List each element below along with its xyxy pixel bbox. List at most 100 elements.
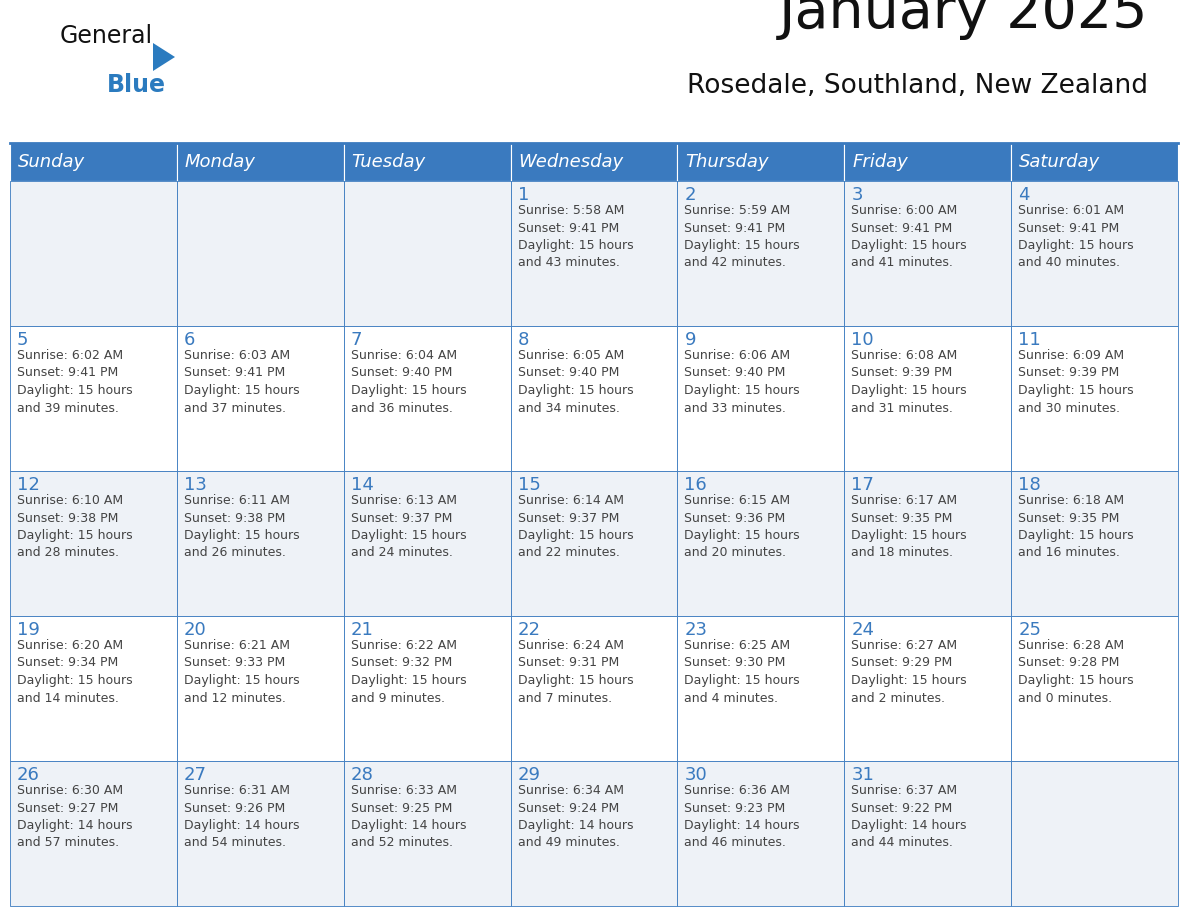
Text: Tuesday: Tuesday bbox=[352, 153, 425, 171]
Text: 15: 15 bbox=[518, 476, 541, 494]
Bar bbox=[343, 761, 511, 906]
Text: Sunrise: 6:01 AM
Sunset: 9:41 PM
Daylight: 15 hours
and 40 minutes.: Sunrise: 6:01 AM Sunset: 9:41 PM Dayligh… bbox=[1018, 204, 1133, 270]
Bar bbox=[1011, 761, 1178, 906]
Text: 18: 18 bbox=[1018, 476, 1041, 494]
Text: Sunrise: 6:03 AM
Sunset: 9:41 PM
Daylight: 15 hours
and 37 minutes.: Sunrise: 6:03 AM Sunset: 9:41 PM Dayligh… bbox=[184, 349, 299, 415]
Text: 6: 6 bbox=[184, 331, 195, 349]
Text: Sunrise: 6:00 AM
Sunset: 9:41 PM
Daylight: 15 hours
and 41 minutes.: Sunrise: 6:00 AM Sunset: 9:41 PM Dayligh… bbox=[852, 204, 967, 270]
Polygon shape bbox=[153, 43, 175, 71]
Bar bbox=[10, 471, 177, 616]
Bar bbox=[10, 616, 177, 761]
Bar bbox=[677, 181, 845, 326]
Bar bbox=[677, 761, 845, 906]
Bar bbox=[511, 761, 677, 906]
Bar bbox=[177, 761, 343, 906]
Text: Sunrise: 6:11 AM
Sunset: 9:38 PM
Daylight: 15 hours
and 26 minutes.: Sunrise: 6:11 AM Sunset: 9:38 PM Dayligh… bbox=[184, 494, 299, 559]
Text: 5: 5 bbox=[17, 331, 29, 349]
Bar bbox=[845, 616, 1011, 761]
Text: Wednesday: Wednesday bbox=[519, 153, 624, 171]
Bar bbox=[10, 326, 177, 471]
Text: 24: 24 bbox=[852, 621, 874, 639]
Bar bbox=[511, 143, 677, 181]
Bar bbox=[10, 143, 177, 181]
Text: 16: 16 bbox=[684, 476, 707, 494]
Bar bbox=[177, 181, 343, 326]
Bar bbox=[677, 143, 845, 181]
Text: 30: 30 bbox=[684, 766, 707, 784]
Text: 7: 7 bbox=[350, 331, 362, 349]
Text: 3: 3 bbox=[852, 186, 862, 204]
Bar bbox=[677, 471, 845, 616]
Bar bbox=[511, 181, 677, 326]
Text: Sunrise: 6:25 AM
Sunset: 9:30 PM
Daylight: 15 hours
and 4 minutes.: Sunrise: 6:25 AM Sunset: 9:30 PM Dayligh… bbox=[684, 639, 800, 704]
Text: Sunrise: 6:10 AM
Sunset: 9:38 PM
Daylight: 15 hours
and 28 minutes.: Sunrise: 6:10 AM Sunset: 9:38 PM Dayligh… bbox=[17, 494, 133, 559]
Bar bbox=[343, 616, 511, 761]
Bar bbox=[677, 326, 845, 471]
Text: 9: 9 bbox=[684, 331, 696, 349]
Text: January 2025: January 2025 bbox=[778, 0, 1148, 40]
Bar bbox=[10, 761, 177, 906]
Text: 13: 13 bbox=[184, 476, 207, 494]
Bar bbox=[845, 761, 1011, 906]
Text: 8: 8 bbox=[518, 331, 529, 349]
Text: Sunrise: 6:34 AM
Sunset: 9:24 PM
Daylight: 14 hours
and 49 minutes.: Sunrise: 6:34 AM Sunset: 9:24 PM Dayligh… bbox=[518, 784, 633, 849]
Bar bbox=[177, 471, 343, 616]
Text: Sunrise: 6:21 AM
Sunset: 9:33 PM
Daylight: 15 hours
and 12 minutes.: Sunrise: 6:21 AM Sunset: 9:33 PM Dayligh… bbox=[184, 639, 299, 704]
Bar bbox=[343, 471, 511, 616]
Text: Friday: Friday bbox=[852, 153, 908, 171]
Bar bbox=[1011, 143, 1178, 181]
Text: Sunday: Sunday bbox=[18, 153, 86, 171]
Bar bbox=[1011, 326, 1178, 471]
Text: Saturday: Saturday bbox=[1019, 153, 1100, 171]
Text: Sunrise: 6:14 AM
Sunset: 9:37 PM
Daylight: 15 hours
and 22 minutes.: Sunrise: 6:14 AM Sunset: 9:37 PM Dayligh… bbox=[518, 494, 633, 559]
Bar bbox=[845, 181, 1011, 326]
Text: Sunrise: 6:17 AM
Sunset: 9:35 PM
Daylight: 15 hours
and 18 minutes.: Sunrise: 6:17 AM Sunset: 9:35 PM Dayligh… bbox=[852, 494, 967, 559]
Text: 10: 10 bbox=[852, 331, 874, 349]
Bar bbox=[677, 616, 845, 761]
Text: 2: 2 bbox=[684, 186, 696, 204]
Bar bbox=[343, 326, 511, 471]
Text: 23: 23 bbox=[684, 621, 707, 639]
Text: 20: 20 bbox=[184, 621, 207, 639]
Text: Sunrise: 6:04 AM
Sunset: 9:40 PM
Daylight: 15 hours
and 36 minutes.: Sunrise: 6:04 AM Sunset: 9:40 PM Dayligh… bbox=[350, 349, 467, 415]
Text: Sunrise: 6:33 AM
Sunset: 9:25 PM
Daylight: 14 hours
and 52 minutes.: Sunrise: 6:33 AM Sunset: 9:25 PM Dayligh… bbox=[350, 784, 466, 849]
Text: 25: 25 bbox=[1018, 621, 1041, 639]
Bar bbox=[177, 326, 343, 471]
Text: 29: 29 bbox=[518, 766, 541, 784]
Text: 4: 4 bbox=[1018, 186, 1030, 204]
Text: 31: 31 bbox=[852, 766, 874, 784]
Text: Sunrise: 6:13 AM
Sunset: 9:37 PM
Daylight: 15 hours
and 24 minutes.: Sunrise: 6:13 AM Sunset: 9:37 PM Dayligh… bbox=[350, 494, 467, 559]
Text: 28: 28 bbox=[350, 766, 373, 784]
Text: Thursday: Thursday bbox=[685, 153, 769, 171]
Text: Sunrise: 6:24 AM
Sunset: 9:31 PM
Daylight: 15 hours
and 7 minutes.: Sunrise: 6:24 AM Sunset: 9:31 PM Dayligh… bbox=[518, 639, 633, 704]
Text: 14: 14 bbox=[350, 476, 373, 494]
Text: Sunrise: 6:18 AM
Sunset: 9:35 PM
Daylight: 15 hours
and 16 minutes.: Sunrise: 6:18 AM Sunset: 9:35 PM Dayligh… bbox=[1018, 494, 1133, 559]
Text: Sunrise: 6:37 AM
Sunset: 9:22 PM
Daylight: 14 hours
and 44 minutes.: Sunrise: 6:37 AM Sunset: 9:22 PM Dayligh… bbox=[852, 784, 967, 849]
Text: 17: 17 bbox=[852, 476, 874, 494]
Text: Sunrise: 6:36 AM
Sunset: 9:23 PM
Daylight: 14 hours
and 46 minutes.: Sunrise: 6:36 AM Sunset: 9:23 PM Dayligh… bbox=[684, 784, 800, 849]
Text: Sunrise: 6:27 AM
Sunset: 9:29 PM
Daylight: 15 hours
and 2 minutes.: Sunrise: 6:27 AM Sunset: 9:29 PM Dayligh… bbox=[852, 639, 967, 704]
Bar bbox=[511, 616, 677, 761]
Bar bbox=[845, 471, 1011, 616]
Bar bbox=[1011, 181, 1178, 326]
Text: Sunrise: 6:28 AM
Sunset: 9:28 PM
Daylight: 15 hours
and 0 minutes.: Sunrise: 6:28 AM Sunset: 9:28 PM Dayligh… bbox=[1018, 639, 1133, 704]
Text: 22: 22 bbox=[518, 621, 541, 639]
Bar bbox=[1011, 616, 1178, 761]
Bar bbox=[511, 326, 677, 471]
Bar bbox=[845, 326, 1011, 471]
Text: Sunrise: 6:20 AM
Sunset: 9:34 PM
Daylight: 15 hours
and 14 minutes.: Sunrise: 6:20 AM Sunset: 9:34 PM Dayligh… bbox=[17, 639, 133, 704]
Text: Sunrise: 6:15 AM
Sunset: 9:36 PM
Daylight: 15 hours
and 20 minutes.: Sunrise: 6:15 AM Sunset: 9:36 PM Dayligh… bbox=[684, 494, 800, 559]
Bar bbox=[10, 181, 177, 326]
Bar bbox=[343, 143, 511, 181]
Text: 27: 27 bbox=[184, 766, 207, 784]
Text: 26: 26 bbox=[17, 766, 40, 784]
Text: Sunrise: 6:06 AM
Sunset: 9:40 PM
Daylight: 15 hours
and 33 minutes.: Sunrise: 6:06 AM Sunset: 9:40 PM Dayligh… bbox=[684, 349, 800, 415]
Text: 21: 21 bbox=[350, 621, 373, 639]
Text: Sunrise: 6:05 AM
Sunset: 9:40 PM
Daylight: 15 hours
and 34 minutes.: Sunrise: 6:05 AM Sunset: 9:40 PM Dayligh… bbox=[518, 349, 633, 415]
Bar bbox=[1011, 471, 1178, 616]
Text: Sunrise: 6:31 AM
Sunset: 9:26 PM
Daylight: 14 hours
and 54 minutes.: Sunrise: 6:31 AM Sunset: 9:26 PM Dayligh… bbox=[184, 784, 299, 849]
Text: Sunrise: 6:02 AM
Sunset: 9:41 PM
Daylight: 15 hours
and 39 minutes.: Sunrise: 6:02 AM Sunset: 9:41 PM Dayligh… bbox=[17, 349, 133, 415]
Text: Sunrise: 6:22 AM
Sunset: 9:32 PM
Daylight: 15 hours
and 9 minutes.: Sunrise: 6:22 AM Sunset: 9:32 PM Dayligh… bbox=[350, 639, 467, 704]
Text: Sunrise: 5:59 AM
Sunset: 9:41 PM
Daylight: 15 hours
and 42 minutes.: Sunrise: 5:59 AM Sunset: 9:41 PM Dayligh… bbox=[684, 204, 800, 270]
Text: Rosedale, Southland, New Zealand: Rosedale, Southland, New Zealand bbox=[687, 73, 1148, 99]
